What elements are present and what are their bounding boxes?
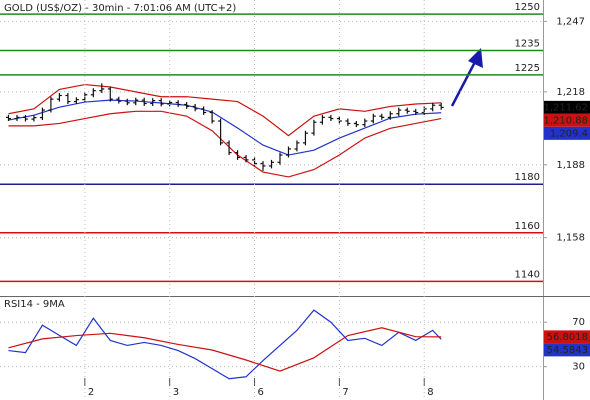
last-value-box (544, 113, 590, 127)
indicator-line (8, 309, 442, 380)
ohlc-bar (336, 116, 342, 124)
last-value-label: 56.8018 (547, 332, 588, 343)
ohlc-bar (311, 119, 317, 136)
last-value-box (544, 343, 590, 357)
ohlc-bar (209, 110, 215, 124)
ohlc-bar (319, 114, 325, 125)
level-label: 1225 (515, 63, 540, 74)
ohlc-bar (277, 152, 283, 165)
x-tick-label: 8 (427, 387, 433, 398)
y-tick-label: 1,247 (556, 16, 585, 27)
ohlc-bar (73, 97, 79, 105)
ohlc-bar (14, 114, 20, 122)
y-tick-label: 30 (572, 362, 585, 373)
ohlc-bar (413, 108, 419, 115)
ohlc-bar (56, 93, 62, 102)
ohlc-bar (133, 97, 139, 106)
ohlc-bar (65, 93, 71, 105)
ohlc-bar (379, 113, 385, 120)
ohlc-bar (430, 102, 436, 112)
ohlc-bar (175, 100, 181, 107)
last-value-box (544, 126, 590, 140)
level-label: 1160 (515, 221, 540, 232)
chart-title: GOLD (US$/OZ) - 30min - 7:01:06 AM (UTC+… (4, 3, 236, 14)
ohlc-bar (5, 114, 11, 122)
ohlc-bar (302, 130, 308, 146)
ohlc-bar (39, 107, 45, 121)
x-tick-label: 3 (173, 387, 179, 398)
last-value-label: 1,210.88 (543, 115, 588, 126)
ohlc-bar (285, 146, 291, 158)
ohlc-bar (396, 107, 402, 117)
last-value-label: 54.5843 (547, 345, 588, 356)
ohlc-bar (158, 98, 164, 107)
ohlc-bar (226, 140, 232, 156)
ohlc-bar (116, 96, 122, 104)
x-tick-label: 7 (342, 387, 348, 398)
y-tick-label: 70 (572, 317, 585, 328)
ohlc-bar (404, 107, 410, 114)
y-tick-label: 1,218 (556, 87, 585, 98)
ohlc-bar (184, 102, 190, 109)
ohlc-bar (328, 114, 334, 122)
ohlc-bar (387, 111, 393, 120)
ohlc-bar (294, 140, 300, 152)
level-label: 1180 (515, 172, 540, 183)
ohlc-bar (218, 118, 224, 146)
indicator-line (8, 83, 442, 137)
ohlc-bar (201, 106, 207, 115)
last-value-label: 1,209.4 (550, 128, 588, 139)
ohlc-bar (124, 98, 130, 106)
ohlc-bar (192, 104, 198, 112)
arrow-head (468, 48, 483, 68)
ohlc-bar (99, 83, 105, 94)
last-value-label: 1,211.62 (543, 102, 588, 113)
last-value-box (544, 330, 590, 344)
y-tick-label: 1,188 (556, 160, 585, 171)
indicator-line (8, 110, 442, 178)
ohlc-bar (362, 118, 368, 128)
ohlc-bar (235, 150, 241, 160)
ohlc-bar (48, 96, 54, 113)
level-label: 1250 (515, 2, 540, 13)
ohlc-bar (438, 102, 444, 110)
ohlc-bar (243, 155, 249, 163)
ohlc-bar (370, 113, 376, 124)
ohlc-bar (345, 118, 351, 126)
last-value-box (544, 100, 590, 114)
ohlc-bar (269, 159, 274, 169)
trend-arrow (450, 59, 478, 107)
x-tick-label: 2 (88, 387, 94, 398)
ohlc-bar (90, 88, 96, 98)
ohlc-bar (260, 161, 266, 171)
level-label: 1235 (515, 39, 540, 50)
ohlc-bar (150, 98, 156, 106)
x-tick-label: 6 (258, 387, 264, 398)
indicator-line (8, 99, 442, 156)
panel-title: RSI14 - 9MA (4, 299, 65, 310)
y-tick-label: 1,158 (556, 233, 585, 244)
ohlc-bar (107, 86, 113, 102)
ohlc-bar (141, 97, 147, 106)
indicator-line (8, 327, 442, 372)
ohlc-bar (31, 115, 37, 122)
level-label: 1140 (515, 269, 540, 280)
ohlc-bar (22, 114, 28, 122)
ohlc-bar (353, 121, 359, 128)
